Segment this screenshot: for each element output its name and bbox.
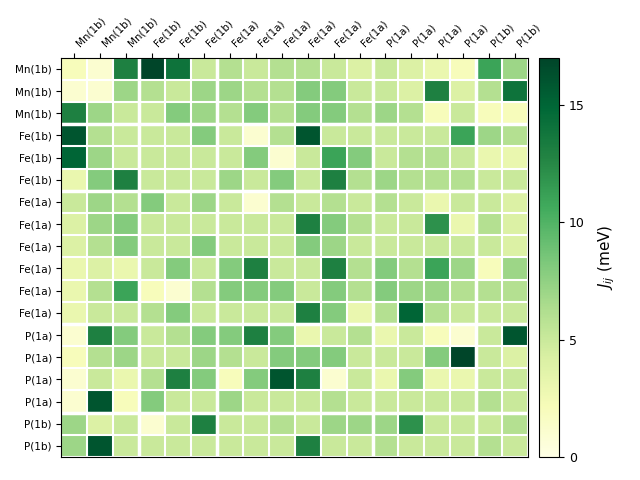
Y-axis label: $J_{ij}$ (meV): $J_{ij}$ (meV) xyxy=(596,225,616,290)
